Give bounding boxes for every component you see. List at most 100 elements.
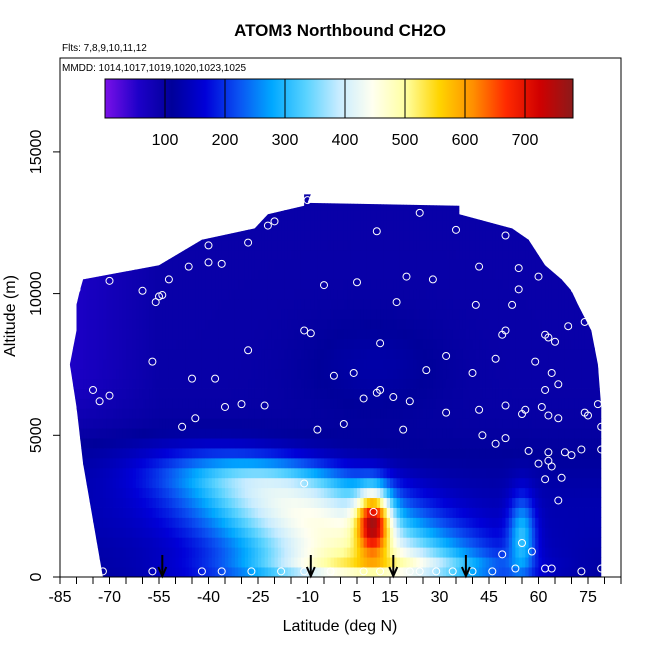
heatmap-cell [314,527,318,538]
heatmap-cell [304,388,308,399]
heatmap-cell [132,557,137,568]
heatmap-cell [116,338,120,350]
heatmap-cell [198,517,203,528]
heatmap-cell [165,319,170,330]
heatmap-cell [324,259,328,270]
heatmap-cell [185,517,190,528]
heatmap-cell [132,338,137,350]
heatmap-cell [205,448,209,459]
heatmap-cell [423,219,427,231]
heatmap-cell [159,319,163,330]
heatmap-cell [241,269,246,280]
heatmap-cell [122,194,127,201]
heatmap-cell [383,567,388,577]
heatmap-cell [149,547,153,558]
heatmap-cell [109,348,114,360]
heatmap-cell [175,448,180,459]
heatmap-cell [475,477,480,489]
heatmap-cell [472,428,477,439]
heatmap-cell [112,428,117,439]
heatmap-cell [376,279,381,290]
heatmap-cell [264,368,269,380]
heatmap-cell [360,527,364,538]
heatmap-cell [162,249,166,260]
heatmap-cell [291,319,295,330]
heatmap-cell [175,309,180,320]
heatmap-cell [69,239,74,251]
heatmap-cell [347,319,351,330]
heatmap-cell [159,194,163,201]
heatmap-cell [215,418,219,429]
heatmap-cell [439,194,444,201]
heatmap-cell [251,209,256,221]
heatmap-cell [416,408,421,419]
heatmap-cell [406,299,411,310]
heatmap-cell [439,200,444,211]
heatmap-cell [396,428,401,439]
heatmap-cell [267,249,272,260]
heatmap-cell [449,309,454,320]
heatmap-cell [83,239,87,251]
heatmap-cell [314,557,318,568]
heatmap-cell [258,557,262,568]
heatmap-cell [208,477,213,489]
heatmap-cell [116,279,120,290]
heatmap-cell [409,428,414,439]
heatmap-cell [139,448,143,459]
heatmap-cell [390,438,394,449]
heatmap-cell [241,497,246,508]
heatmap-cell [162,517,166,528]
heatmap-cell [231,348,236,360]
heatmap-cell [221,209,226,221]
heatmap-cell [96,368,100,380]
heatmap-cell [96,299,100,310]
heatmap-cell [314,567,318,577]
heatmap-cell [357,547,361,558]
heatmap-cell [126,219,130,231]
heatmap-cell [350,497,355,508]
heatmap-cell [307,527,312,538]
heatmap-cell [403,457,407,469]
heatmap-cell [294,259,298,270]
heatmap-cell [208,398,213,409]
heatmap-cell [347,378,351,389]
heatmap-cell [337,279,341,290]
heatmap-cell [393,368,397,380]
heatmap-cell [403,269,407,280]
heatmap-cell [218,338,223,350]
heatmap-cell [159,229,163,241]
heatmap-cell [234,557,239,568]
heatmap-cell [304,418,308,429]
heatmap-cell [324,378,328,389]
heatmap-cell [406,329,411,340]
heatmap-cell [198,378,203,389]
heatmap-cell [373,457,378,469]
heatmap-cell [297,487,302,499]
heatmap-cell [254,329,259,340]
heatmap-cell [479,279,483,290]
heatmap-cell [462,537,467,548]
heatmap-cell [201,329,206,340]
heatmap-cell [456,398,460,409]
heatmap-cell [162,448,166,459]
heatmap-cell [376,537,381,548]
heatmap-cell [264,547,269,558]
heatmap-cell [353,547,358,558]
heatmap-cell [469,239,473,251]
heatmap-cell [475,527,480,538]
heatmap-cell [327,448,331,459]
heatmap-cell [343,428,348,439]
heatmap-cell [423,239,427,251]
heatmap-cell [320,378,325,389]
heatmap-cell [264,348,269,360]
heatmap-cell [73,487,77,499]
heatmap-cell [386,557,391,568]
heatmap-cell [429,309,434,320]
heatmap-cell [228,329,232,340]
heatmap-cell [116,319,120,330]
heatmap-cell [198,457,203,469]
heatmap-cell [126,358,130,370]
heatmap-cell [452,239,457,251]
heatmap-cell [211,309,216,320]
heatmap-cell [393,269,397,280]
